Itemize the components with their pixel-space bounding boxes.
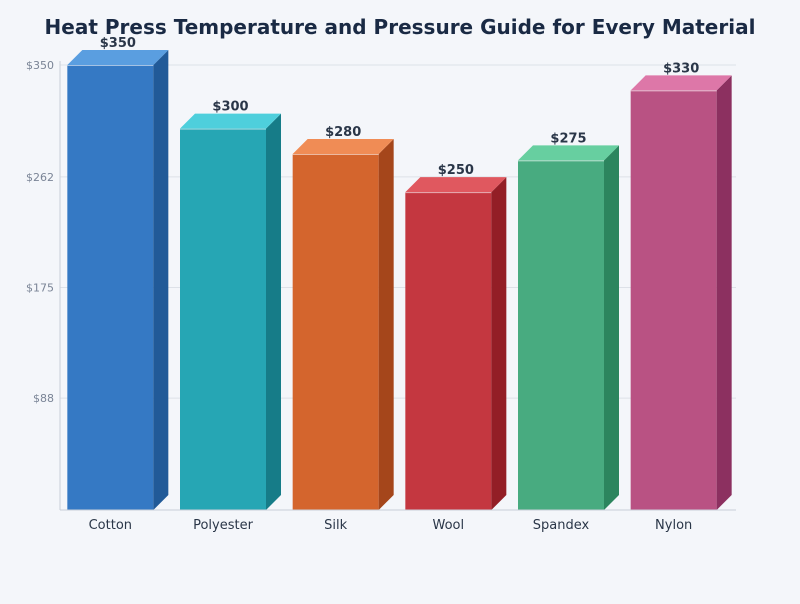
bar-front xyxy=(405,192,492,510)
chart-title: Heat Press Temperature and Pressure Guid… xyxy=(45,15,756,39)
bar-front xyxy=(518,160,604,510)
x-tick-label: Nylon xyxy=(655,518,692,533)
bar-top xyxy=(67,50,169,65)
x-tick-label: Polyester xyxy=(193,518,254,533)
bar-top xyxy=(405,177,507,193)
x-tick-label: Silk xyxy=(324,518,347,533)
bar xyxy=(630,75,732,510)
bar-top xyxy=(630,75,732,91)
y-axis-ticks: $88 $175 $262 $350 xyxy=(26,59,54,405)
y-tick-label: $88 xyxy=(33,392,54,405)
x-tick-label: Spandex xyxy=(533,518,590,533)
y-tick-label: $262 xyxy=(26,171,54,184)
bars xyxy=(67,50,732,511)
data-label: $275 xyxy=(550,131,586,146)
bar xyxy=(518,145,619,510)
data-label: $300 xyxy=(212,100,248,115)
data-label: $250 xyxy=(438,163,474,178)
bar xyxy=(67,50,169,510)
data-label: $330 xyxy=(663,61,699,76)
data-label: $280 xyxy=(325,125,361,140)
bar-top xyxy=(292,139,394,154)
bar xyxy=(180,113,281,511)
data-labels: $350 $300 $280 $250 $275 $330 xyxy=(100,36,700,178)
data-label: $350 xyxy=(100,36,136,51)
axes xyxy=(59,61,736,511)
grid-lines xyxy=(60,64,736,399)
bar-top xyxy=(180,113,281,129)
bar-side xyxy=(378,139,394,510)
bar-front xyxy=(67,65,154,510)
bar-side xyxy=(604,145,619,510)
bar-front xyxy=(180,128,266,511)
x-tick-label: Wool xyxy=(433,518,465,533)
bar-front xyxy=(292,154,379,510)
bar-side xyxy=(266,113,281,511)
bar xyxy=(405,177,507,510)
y-tick-label: $350 xyxy=(26,59,54,72)
y-tick-label: $175 xyxy=(26,282,54,295)
bar-side xyxy=(153,50,169,510)
bar-top xyxy=(518,145,619,161)
bar xyxy=(292,139,394,510)
bar-side xyxy=(716,75,732,510)
x-tick-label: Cotton xyxy=(89,518,132,533)
bar-front xyxy=(630,90,717,510)
x-axis-ticks: Cotton Polyester Silk Wool Spandex Nylon xyxy=(89,518,693,533)
bar-side xyxy=(491,177,507,510)
